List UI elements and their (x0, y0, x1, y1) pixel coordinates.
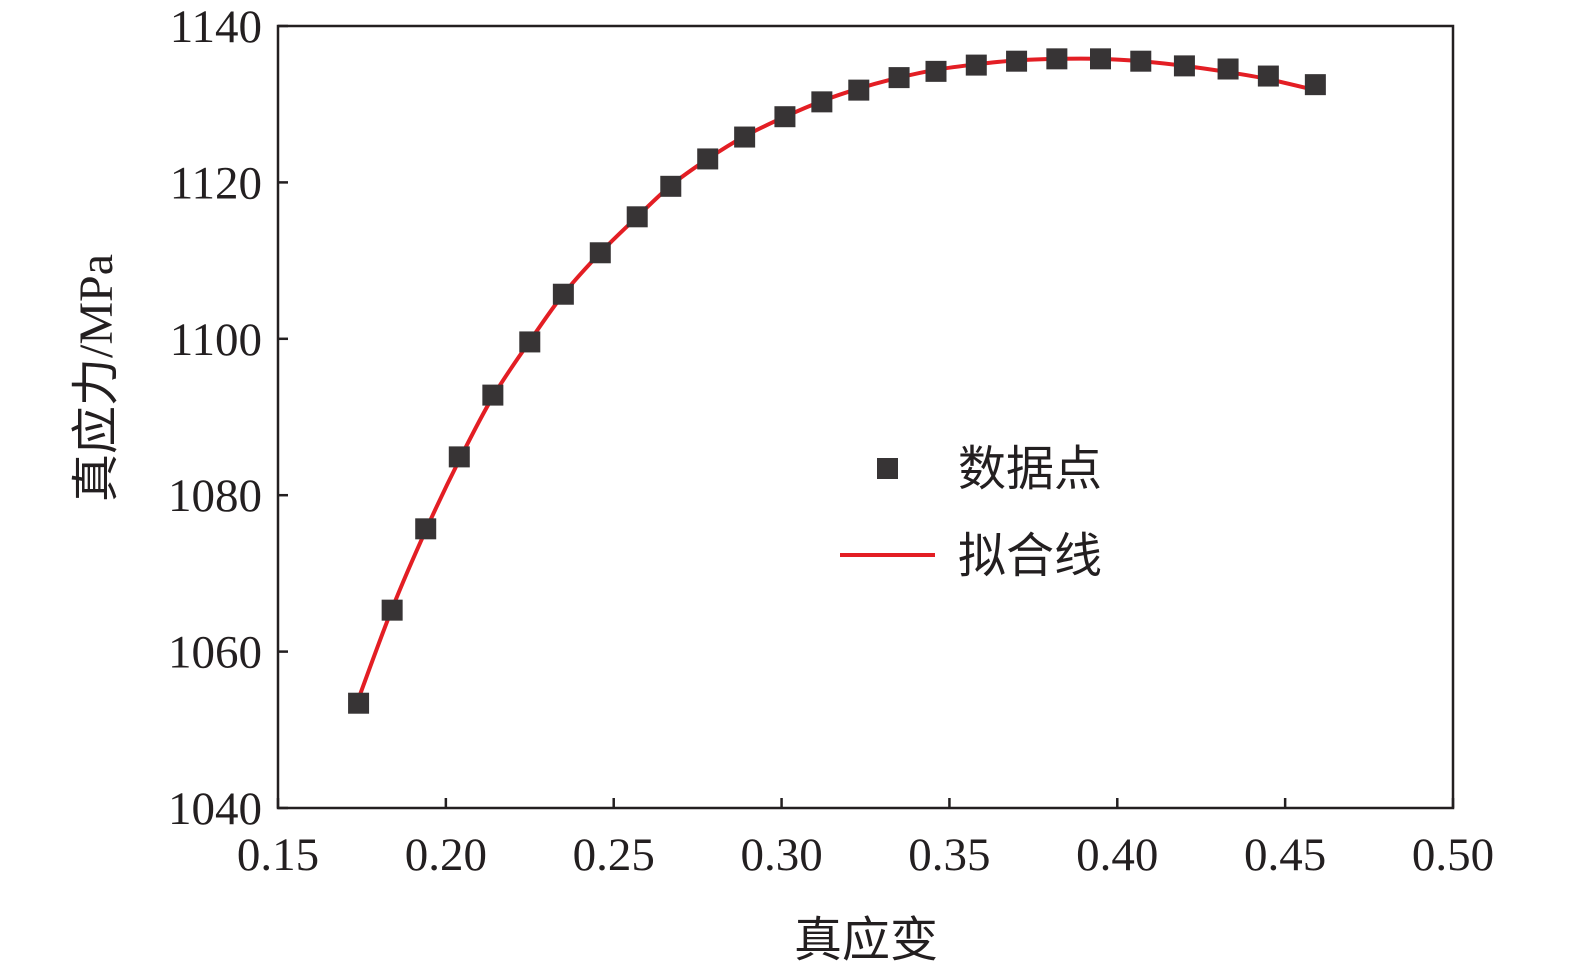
data-point (381, 599, 403, 621)
legend: 数据点 拟合线 (840, 443, 1102, 583)
data-points (348, 48, 1326, 714)
x-tick-label: 0.20 (405, 829, 487, 881)
y-tick-label: 1100 (170, 314, 262, 366)
x-tick-label: 0.30 (740, 829, 822, 881)
plot-frame (276, 24, 1455, 810)
x-tick-label: 0.35 (908, 829, 990, 881)
x-tick-label: 0.40 (1076, 829, 1158, 881)
data-point (965, 54, 987, 76)
y-tick-label: 1080 (168, 470, 262, 522)
data-point (1304, 74, 1326, 96)
x-axis-label: 真应变 (794, 914, 938, 967)
data-point (925, 60, 947, 82)
data-point (1217, 58, 1239, 80)
y-tick-label: 1040 (168, 783, 262, 835)
data-point (697, 148, 719, 170)
data-point (589, 242, 611, 264)
x-tick-label: 0.25 (573, 829, 655, 881)
data-point (734, 126, 756, 148)
data-point (1257, 65, 1279, 87)
data-point (348, 692, 370, 714)
data-point (1046, 48, 1068, 70)
legend-marker-square (877, 458, 898, 479)
data-point (1090, 48, 1111, 70)
legend-label-fit: 拟合线 (958, 530, 1102, 583)
data-point (774, 106, 796, 128)
y-tick-label: 1060 (168, 627, 262, 679)
x-tick-label: 0.50 (1412, 829, 1494, 881)
data-point (448, 446, 470, 468)
data-point (415, 518, 437, 540)
data-point (811, 91, 833, 113)
y-tick-label: 1140 (170, 1, 262, 53)
data-point (660, 175, 682, 197)
data-point (552, 283, 574, 305)
x-tick-label: 0.45 (1244, 829, 1326, 881)
legend-label-data: 数据点 (958, 443, 1102, 496)
y-axis-label: 真应力/MPa (70, 254, 123, 502)
data-point (626, 206, 648, 228)
data-point (888, 67, 910, 89)
data-point (1006, 50, 1028, 72)
data-point (1173, 55, 1195, 77)
x-tick-label: 0.15 (237, 829, 319, 881)
x-axis-ticks: 0.15 0.20 0.25 0.30 0.35 0.40 0.45 0.50 (237, 798, 1494, 881)
y-axis-ticks: 1040 1060 1080 1100 1120 1140 (168, 1, 288, 835)
data-point (482, 384, 504, 406)
data-point (1130, 50, 1152, 72)
fit-line (356, 56, 1316, 700)
data-point (519, 331, 541, 353)
data-point (848, 79, 870, 101)
y-tick-label: 1120 (170, 157, 262, 209)
